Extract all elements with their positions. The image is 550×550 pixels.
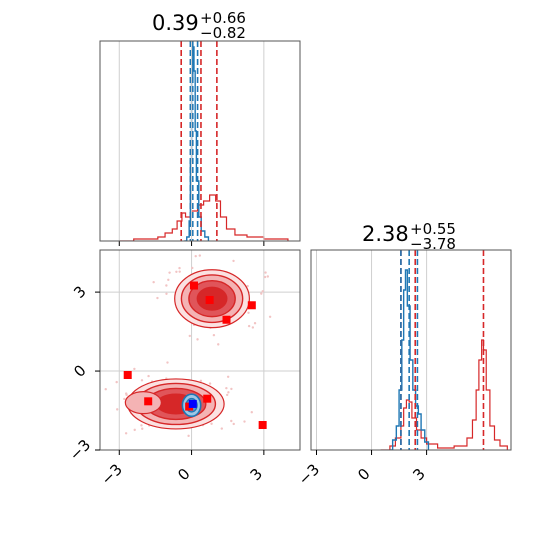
joint-xtick-label: 0 — [174, 465, 193, 484]
joint-sample-dot — [247, 324, 251, 328]
joint-sample-dot — [124, 392, 128, 395]
joint-sample-dot — [198, 254, 202, 257]
joint-sample-dot — [133, 367, 136, 371]
joint-red-marker — [189, 281, 198, 290]
joint-sample-dot — [147, 374, 150, 378]
joint-sample-dot — [263, 275, 267, 279]
joint-sample-dot — [167, 278, 170, 282]
joint-sample-dot — [210, 422, 213, 425]
joint-red-marker — [205, 296, 214, 304]
joint-sample-dot — [140, 379, 144, 382]
right-plot-area — [316, 250, 508, 450]
joint-sample-dot — [253, 322, 257, 325]
joint-red-marker — [123, 371, 132, 379]
joint-sample-dot — [230, 387, 233, 391]
joint-ytick-label: 0 — [70, 361, 89, 380]
joint-sample-dot — [188, 334, 191, 338]
joint-sample-dot — [152, 280, 155, 284]
top-blue-histogram — [184, 46, 210, 241]
joint-sample-dot — [141, 427, 144, 430]
joint-sample-dot — [178, 266, 181, 270]
joint-sample-dot — [115, 380, 118, 384]
joint-sample-dot — [168, 271, 171, 274]
joint-red-marker — [203, 394, 212, 403]
right-xtick-label: 3 — [409, 465, 428, 484]
joint-sample-dot — [166, 361, 169, 364]
joint-sample-dot — [264, 271, 267, 274]
joint-sample-dot — [266, 275, 270, 278]
joint-sample-dot — [247, 311, 250, 314]
joint-sample-dot — [225, 386, 228, 390]
joint-sample-dot — [217, 343, 220, 346]
joint-sample-dot — [116, 408, 119, 411]
right-red-histogram — [380, 339, 508, 450]
joint-red-marker — [247, 301, 256, 310]
title-param-2-plus: +0.55 — [410, 220, 456, 238]
top-red-histogram — [119, 194, 289, 241]
joint-sample-dot — [212, 333, 216, 337]
joint-sample-dot — [133, 428, 136, 432]
joint-sample-dot — [104, 388, 107, 391]
joint-sample-dot — [260, 292, 263, 295]
title-param-1: 0.39 — [152, 11, 199, 35]
joint-red-marker — [144, 397, 153, 406]
joint-plot-area — [100, 250, 300, 450]
joint-sample-dot — [243, 420, 246, 423]
joint-sample-dot — [226, 375, 230, 379]
joint-blue-marker — [188, 399, 197, 408]
joint-sample-dot — [268, 315, 272, 318]
joint-xtick-label: −3 — [98, 460, 126, 488]
joint-sample-dot — [187, 434, 190, 438]
joint-sample-dot — [261, 290, 264, 293]
joint-sample-dot — [230, 419, 233, 423]
joint-sample-dot — [194, 254, 197, 258]
joint-ytick-label: 3 — [70, 282, 89, 301]
joint-xtick-label: 3 — [247, 465, 266, 484]
joint-sample-dot — [156, 296, 159, 300]
joint-sample-dot — [227, 391, 230, 394]
joint-sample-dot — [250, 411, 253, 414]
joint-sample-dot — [232, 422, 235, 426]
right-marginal-panel: −3 0 3 — [295, 249, 512, 489]
title-param-2: 2.38 — [362, 222, 409, 246]
joint-sample-dot — [140, 424, 143, 427]
right-xtick-label: −3 — [295, 460, 323, 488]
joint-sample-dot — [165, 292, 168, 295]
joint-ytick-label: −3 — [66, 436, 94, 464]
joint-sample-dot — [208, 382, 212, 385]
joint-red-marker — [222, 315, 231, 324]
right-blue-histogram — [389, 269, 430, 450]
joint-sample-dot — [196, 338, 199, 341]
joint-sample-dot — [225, 393, 229, 397]
joint-sample-dot — [123, 397, 126, 401]
joint-sample-dot — [251, 326, 255, 329]
joint-sample-dot — [246, 284, 249, 288]
joint-sample-dot — [199, 379, 203, 383]
joint-sample-dot — [175, 270, 178, 274]
top-marginal-panel — [99, 40, 301, 246]
joint-panel: −3 0 3 −3 0 3 — [66, 249, 301, 489]
top-frame — [99, 40, 301, 242]
right-frame — [310, 249, 512, 451]
title-param-2-minus: −3.78 — [410, 235, 456, 253]
joint-sample-dot — [165, 284, 168, 287]
joint-frame — [99, 249, 301, 451]
joint-red-contour-tail — [124, 391, 162, 415]
joint-sample-dot — [191, 266, 194, 270]
right-xtick-label: 0 — [354, 465, 373, 484]
joint-sample-dot — [124, 432, 128, 435]
title-param-1-minus: −0.82 — [200, 24, 246, 42]
top-plot-area — [119, 41, 289, 241]
joint-sample-dot — [178, 270, 181, 273]
joint-red-marker — [258, 421, 267, 429]
title-param-1-plus: +0.66 — [200, 9, 246, 27]
joint-sample-dot — [232, 259, 235, 263]
joint-sample-dot — [220, 427, 223, 430]
